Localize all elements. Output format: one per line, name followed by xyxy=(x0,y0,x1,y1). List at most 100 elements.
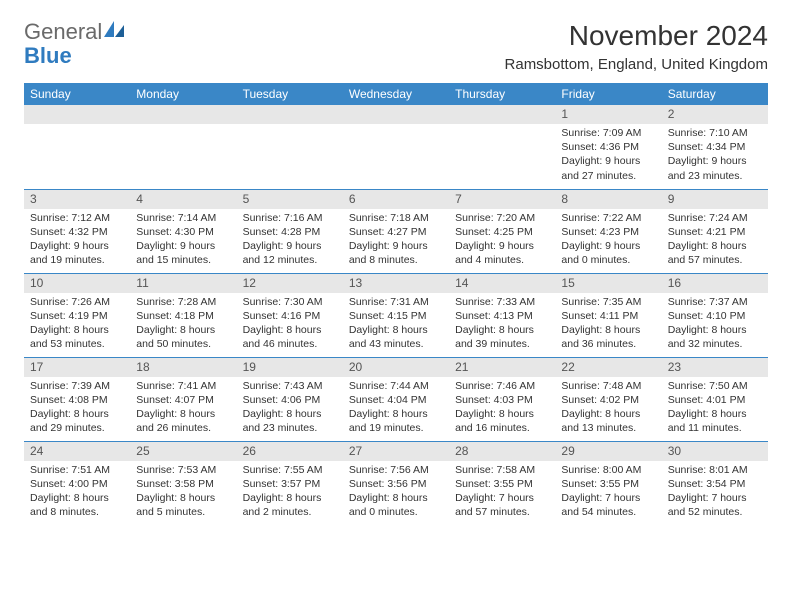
day-line-ss: Sunset: 4:16 PM xyxy=(243,309,337,323)
calendar-week-row: 1Sunrise: 7:09 AMSunset: 4:36 PMDaylight… xyxy=(24,105,768,189)
day-body: Sunrise: 7:58 AMSunset: 3:55 PMDaylight:… xyxy=(449,461,555,524)
day-line-ss: Sunset: 4:23 PM xyxy=(561,225,655,239)
day-line-sr: Sunrise: 7:30 AM xyxy=(243,295,337,309)
day-line-sr: Sunrise: 7:14 AM xyxy=(136,211,230,225)
day-body: Sunrise: 7:16 AMSunset: 4:28 PMDaylight:… xyxy=(237,209,343,272)
day-line-dl2: and 26 minutes. xyxy=(136,421,230,435)
day-line-sr: Sunrise: 7:51 AM xyxy=(30,463,124,477)
day-line-dl1: Daylight: 8 hours xyxy=(30,323,124,337)
weekday-header: Thursday xyxy=(449,83,555,105)
day-line-dl1: Daylight: 8 hours xyxy=(349,491,443,505)
day-line-dl2: and 53 minutes. xyxy=(30,337,124,351)
day-number: 29 xyxy=(555,442,661,461)
day-line-ss: Sunset: 4:04 PM xyxy=(349,393,443,407)
day-line-ss: Sunset: 3:54 PM xyxy=(668,477,762,491)
day-line-ss: Sunset: 4:07 PM xyxy=(136,393,230,407)
day-number: 11 xyxy=(130,274,236,293)
calendar-day-cell: 10Sunrise: 7:26 AMSunset: 4:19 PMDayligh… xyxy=(24,273,130,357)
day-body: Sunrise: 7:14 AMSunset: 4:30 PMDaylight:… xyxy=(130,209,236,272)
day-body xyxy=(24,124,130,130)
day-number: 15 xyxy=(555,274,661,293)
day-number: 18 xyxy=(130,358,236,377)
day-line-dl2: and 11 minutes. xyxy=(668,421,762,435)
day-number xyxy=(237,105,343,124)
day-line-dl1: Daylight: 8 hours xyxy=(349,407,443,421)
day-line-dl1: Daylight: 8 hours xyxy=(668,323,762,337)
day-line-sr: Sunrise: 7:39 AM xyxy=(30,379,124,393)
day-body: Sunrise: 7:22 AMSunset: 4:23 PMDaylight:… xyxy=(555,209,661,272)
calendar-day-cell: 21Sunrise: 7:46 AMSunset: 4:03 PMDayligh… xyxy=(449,357,555,441)
day-number: 25 xyxy=(130,442,236,461)
day-body: Sunrise: 7:30 AMSunset: 4:16 PMDaylight:… xyxy=(237,293,343,356)
day-line-dl2: and 54 minutes. xyxy=(561,505,655,519)
day-line-sr: Sunrise: 8:00 AM xyxy=(561,463,655,477)
day-line-dl1: Daylight: 8 hours xyxy=(30,407,124,421)
day-line-sr: Sunrise: 7:16 AM xyxy=(243,211,337,225)
day-line-dl2: and 13 minutes. xyxy=(561,421,655,435)
day-body: Sunrise: 7:53 AMSunset: 3:58 PMDaylight:… xyxy=(130,461,236,524)
day-line-dl1: Daylight: 9 hours xyxy=(243,239,337,253)
location-text: Ramsbottom, England, United Kingdom xyxy=(505,56,768,73)
brand-logo: General Blue xyxy=(24,20,126,68)
day-line-dl2: and 12 minutes. xyxy=(243,253,337,267)
day-line-dl2: and 57 minutes. xyxy=(668,253,762,267)
day-line-dl1: Daylight: 8 hours xyxy=(243,323,337,337)
day-body: Sunrise: 7:55 AMSunset: 3:57 PMDaylight:… xyxy=(237,461,343,524)
day-line-ss: Sunset: 3:57 PM xyxy=(243,477,337,491)
day-number: 24 xyxy=(24,442,130,461)
day-number: 27 xyxy=(343,442,449,461)
weekday-header: Tuesday xyxy=(237,83,343,105)
day-number: 28 xyxy=(449,442,555,461)
day-number: 30 xyxy=(662,442,768,461)
calendar-week-row: 10Sunrise: 7:26 AMSunset: 4:19 PMDayligh… xyxy=(24,273,768,357)
day-body: Sunrise: 7:35 AMSunset: 4:11 PMDaylight:… xyxy=(555,293,661,356)
day-body: Sunrise: 7:41 AMSunset: 4:07 PMDaylight:… xyxy=(130,377,236,440)
day-body: Sunrise: 7:26 AMSunset: 4:19 PMDaylight:… xyxy=(24,293,130,356)
day-line-sr: Sunrise: 7:44 AM xyxy=(349,379,443,393)
day-line-sr: Sunrise: 7:46 AM xyxy=(455,379,549,393)
calendar-week-row: 3Sunrise: 7:12 AMSunset: 4:32 PMDaylight… xyxy=(24,189,768,273)
day-line-sr: Sunrise: 7:24 AM xyxy=(668,211,762,225)
calendar-day-cell: 5Sunrise: 7:16 AMSunset: 4:28 PMDaylight… xyxy=(237,189,343,273)
day-body: Sunrise: 7:10 AMSunset: 4:34 PMDaylight:… xyxy=(662,124,768,187)
calendar-day-cell: 3Sunrise: 7:12 AMSunset: 4:32 PMDaylight… xyxy=(24,189,130,273)
day-number: 26 xyxy=(237,442,343,461)
day-number xyxy=(24,105,130,124)
day-body: Sunrise: 7:43 AMSunset: 4:06 PMDaylight:… xyxy=(237,377,343,440)
calendar-day-cell: 19Sunrise: 7:43 AMSunset: 4:06 PMDayligh… xyxy=(237,357,343,441)
day-line-dl1: Daylight: 8 hours xyxy=(668,239,762,253)
day-line-dl2: and 32 minutes. xyxy=(668,337,762,351)
day-line-dl1: Daylight: 8 hours xyxy=(455,323,549,337)
calendar-day-cell: 15Sunrise: 7:35 AMSunset: 4:11 PMDayligh… xyxy=(555,273,661,357)
calendar-body: 1Sunrise: 7:09 AMSunset: 4:36 PMDaylight… xyxy=(24,105,768,525)
day-number: 7 xyxy=(449,190,555,209)
day-line-dl2: and 16 minutes. xyxy=(455,421,549,435)
day-line-dl2: and 52 minutes. xyxy=(668,505,762,519)
day-body: Sunrise: 7:12 AMSunset: 4:32 PMDaylight:… xyxy=(24,209,130,272)
day-number xyxy=(343,105,449,124)
day-line-dl2: and 8 minutes. xyxy=(349,253,443,267)
day-number: 12 xyxy=(237,274,343,293)
day-line-dl1: Daylight: 7 hours xyxy=(561,491,655,505)
day-line-sr: Sunrise: 7:26 AM xyxy=(30,295,124,309)
day-body: Sunrise: 7:09 AMSunset: 4:36 PMDaylight:… xyxy=(555,124,661,187)
day-line-dl2: and 4 minutes. xyxy=(455,253,549,267)
day-body xyxy=(237,124,343,130)
calendar-day-cell: 14Sunrise: 7:33 AMSunset: 4:13 PMDayligh… xyxy=(449,273,555,357)
day-line-dl2: and 19 minutes. xyxy=(349,421,443,435)
day-body: Sunrise: 7:48 AMSunset: 4:02 PMDaylight:… xyxy=(555,377,661,440)
day-line-dl2: and 43 minutes. xyxy=(349,337,443,351)
day-line-sr: Sunrise: 7:18 AM xyxy=(349,211,443,225)
day-body: Sunrise: 7:37 AMSunset: 4:10 PMDaylight:… xyxy=(662,293,768,356)
day-line-ss: Sunset: 4:21 PM xyxy=(668,225,762,239)
day-body xyxy=(449,124,555,130)
day-line-sr: Sunrise: 7:41 AM xyxy=(136,379,230,393)
day-line-sr: Sunrise: 7:09 AM xyxy=(561,126,655,140)
calendar-day-cell: 30Sunrise: 8:01 AMSunset: 3:54 PMDayligh… xyxy=(662,441,768,525)
day-body: Sunrise: 7:31 AMSunset: 4:15 PMDaylight:… xyxy=(343,293,449,356)
day-line-dl1: Daylight: 8 hours xyxy=(561,407,655,421)
calendar-day-cell: 18Sunrise: 7:41 AMSunset: 4:07 PMDayligh… xyxy=(130,357,236,441)
day-line-dl1: Daylight: 9 hours xyxy=(561,239,655,253)
day-line-ss: Sunset: 4:02 PM xyxy=(561,393,655,407)
day-body: Sunrise: 7:44 AMSunset: 4:04 PMDaylight:… xyxy=(343,377,449,440)
